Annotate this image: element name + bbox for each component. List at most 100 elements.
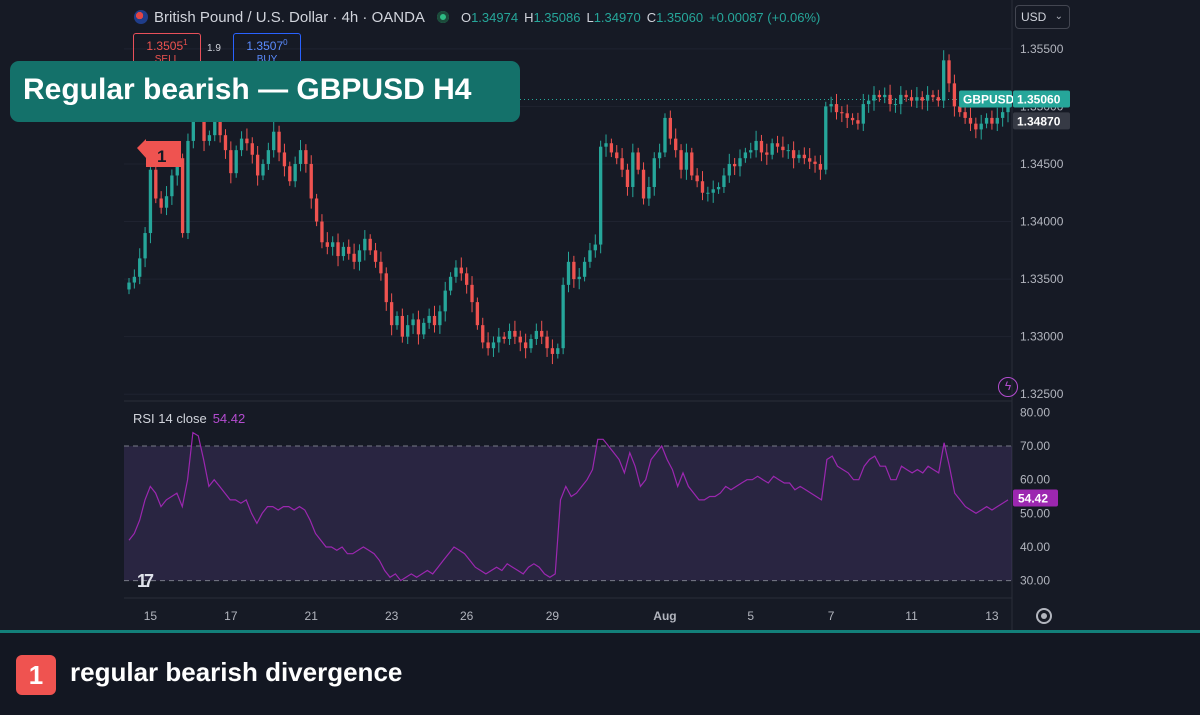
candle-body [936,97,940,101]
rsi-legend[interactable]: RSI 14 close 54.42 [133,411,245,426]
candle-body [293,163,297,182]
price-tick-label: 1.33500 [1020,272,1064,286]
footer-badge: 1 [16,655,56,695]
candle-body [234,150,238,174]
time-tick-label: 21 [305,609,319,623]
sell-button[interactable]: 1.35051 SELL [133,33,201,65]
candle-body [127,282,131,290]
symbol-title[interactable]: British Pound / U.S. Dollar · 4h · OANDA [154,8,425,26]
candle-body [448,276,453,291]
rsi-tick-label: 70.00 [1020,439,1050,453]
candle-body [850,117,855,121]
candle-body [834,104,839,113]
candle-body [979,123,983,130]
candle-body [486,342,490,349]
candle-body [277,131,281,153]
candle-body [475,302,480,326]
candle-body [866,100,871,105]
candle-body [727,163,731,176]
symbol-header: British Pound / U.S. Dollar · 4h · OANDA… [134,7,820,27]
price-label-box [1013,112,1070,130]
candle-body [802,154,806,159]
time-tick-label: 23 [385,609,399,623]
candle-body [829,104,833,107]
candle-body [384,273,388,303]
candle-body [331,242,335,247]
candle-body [347,246,351,254]
ohlc-open-key: O [460,9,472,25]
market-status-icon [436,11,449,23]
candle-body [674,138,678,151]
candle-body [132,276,137,283]
candle-body [470,284,474,303]
candle-body [716,186,721,190]
candle-body [990,117,994,124]
rsi-value-label: 54.42 [1018,491,1048,505]
time-tick-label: 17 [224,609,238,623]
candle-body [641,169,646,199]
candle-body [598,146,603,245]
candle-body [963,112,967,118]
ohlc-close-key: C [646,9,657,25]
candle-body [615,152,619,159]
price-tick-label: 1.34500 [1020,157,1064,171]
candle-body [138,258,142,277]
candle-body [840,112,844,114]
gear-icon[interactable] [1036,608,1052,624]
candle-body [373,250,378,262]
candle-body [481,325,485,343]
candle-body [593,244,597,251]
candle-body [968,117,973,124]
candle-body [357,250,362,262]
time-tick-label: 5 [747,609,754,623]
time-tick-label: 15 [144,609,158,623]
candle-body [647,186,651,199]
candle-body [995,117,999,124]
candle-body [534,330,539,339]
candle-body [657,152,662,159]
candle-body [872,94,876,101]
candle-body [427,315,431,323]
candle-body [572,261,576,280]
buy-price-pip: 0 [283,38,288,47]
candle-body [239,138,244,151]
bolt-icon[interactable]: ϟ [998,377,1018,397]
candle-body [288,166,292,182]
ohlc-high-value: 1.35086 [533,9,581,25]
price-label-box [1013,90,1070,108]
ohlc-change: +0.00087 (+0.06%) [709,9,821,25]
chart-canvas[interactable]: 1.355001.350001.345001.340001.335001.330… [0,0,1200,630]
buy-button[interactable]: 1.35070 BUY [233,33,301,65]
candle-body [952,83,957,107]
sell-price-pip: 1 [183,38,188,47]
candle-body [582,261,587,277]
candle-body [668,117,672,139]
candle-body [395,315,399,326]
candle-body [406,325,410,337]
candle-body [974,123,978,130]
currency-select[interactable]: USD ⌄ [1015,5,1070,29]
candle-body [711,189,715,193]
ohlc-low-value: 1.34970 [593,9,641,25]
candle-body [159,198,163,208]
time-tick-label: 7 [828,609,835,623]
candle-body [883,94,887,98]
candle-body [824,106,828,170]
candle-body [148,169,153,234]
candle-body [942,60,946,101]
tradingview-logo-icon[interactable]: 17 [137,571,154,591]
candle-body [732,163,737,167]
candle-body [663,117,667,153]
candle-body [652,158,656,187]
candle-body [818,163,823,170]
candle-body [556,348,560,354]
candle-body [320,221,324,243]
candle-body [164,196,169,208]
candle-body [909,97,914,101]
rsi-line [128,431,1009,582]
candle-body [207,135,212,141]
candle-body [765,152,769,155]
candle-body [566,261,571,285]
candle-body [363,238,367,251]
